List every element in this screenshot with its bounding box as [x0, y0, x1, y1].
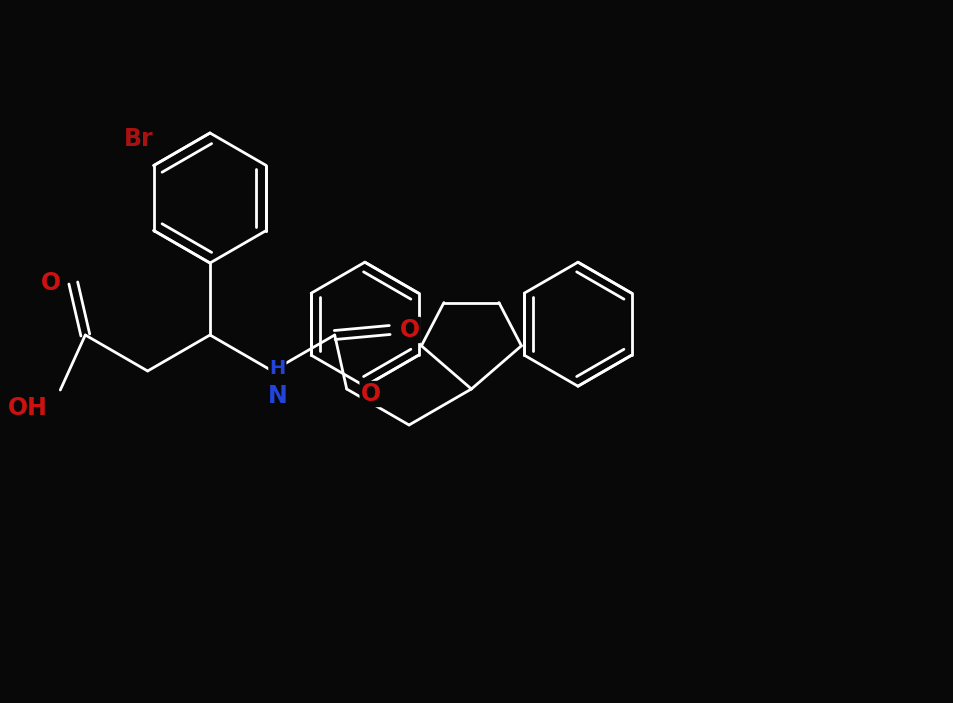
Text: O: O — [360, 382, 380, 406]
Text: H: H — [269, 359, 285, 378]
Text: O: O — [41, 271, 61, 295]
Text: O: O — [399, 318, 419, 342]
Text: N: N — [267, 384, 287, 408]
Text: OH: OH — [9, 396, 49, 420]
Text: Br: Br — [124, 127, 153, 150]
